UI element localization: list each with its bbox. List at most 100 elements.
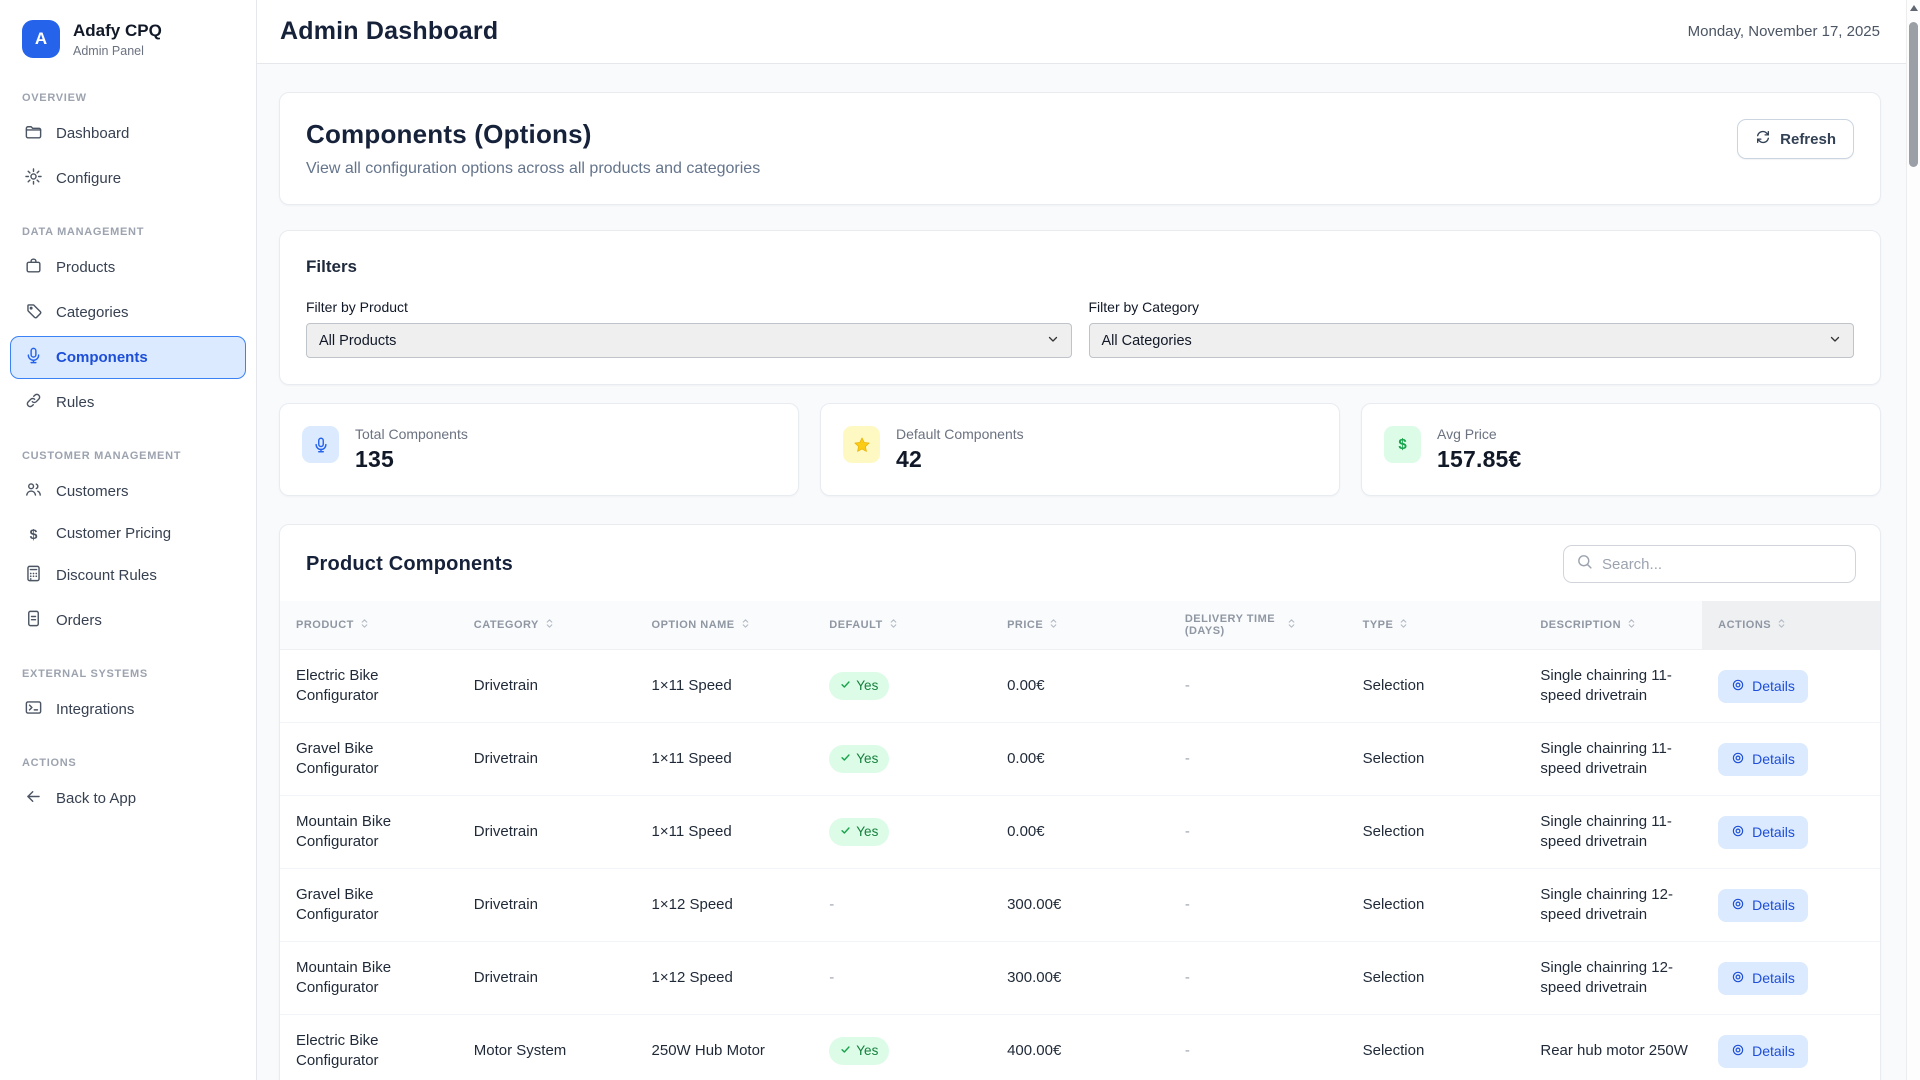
calculator-icon	[24, 564, 43, 587]
cell-default: Yes	[813, 796, 991, 869]
cell-actions: Details	[1702, 869, 1880, 942]
check-icon	[840, 1042, 851, 1060]
cell-default: Yes	[813, 1015, 991, 1080]
sidebar-item-components[interactable]: Components	[10, 336, 246, 379]
sidebar-item-customer-pricing[interactable]: $ Customer Pricing	[10, 515, 246, 552]
details-button[interactable]: Details	[1718, 1035, 1808, 1068]
column-header-price[interactable]: PRICE	[991, 601, 1169, 650]
eye-icon	[1731, 970, 1745, 987]
sidebar-item-label: Customers	[56, 483, 129, 500]
table-title: Product Components	[306, 553, 513, 576]
sidebar-item-categories[interactable]: Categories	[10, 291, 246, 334]
cell-price: 400.00€	[991, 1015, 1169, 1080]
refresh-button[interactable]: Refresh	[1737, 119, 1854, 159]
scrollbar-thumb[interactable]	[1909, 22, 1918, 167]
sidebar-item-label: Integrations	[56, 701, 134, 718]
tag-icon	[24, 301, 43, 324]
section-label-data-management: DATA MANAGEMENT	[0, 226, 256, 238]
cell-product: Gravel Bike Configurator	[280, 869, 458, 942]
cell-description: Single chainring 12-speed drivetrain	[1524, 869, 1702, 942]
sidebar-item-integrations[interactable]: Integrations	[10, 688, 246, 731]
table-header-row: PRODUCT CATEGORY OPTION NAME DEFAULT PRI…	[280, 601, 1880, 650]
sidebar-item-dashboard[interactable]: Dashboard	[10, 112, 246, 155]
category-filter-select[interactable]: All Categories	[1089, 323, 1855, 358]
stat-total-components: Total Components 135	[279, 403, 799, 496]
app-logo: A	[22, 20, 60, 58]
search-input[interactable]	[1602, 556, 1843, 573]
check-icon	[840, 823, 851, 841]
cell-actions: Details	[1702, 1015, 1880, 1080]
product-filter-select[interactable]: All Products	[306, 323, 1072, 358]
sidebar-item-discount-rules[interactable]: Discount Rules	[10, 554, 246, 597]
star-icon	[843, 426, 880, 463]
details-button[interactable]: Details	[1718, 816, 1808, 849]
cell-type: Selection	[1347, 723, 1525, 796]
cell-price: 0.00€	[991, 650, 1169, 723]
details-button[interactable]: Details	[1718, 670, 1808, 703]
cell-category: Motor System	[458, 1015, 636, 1080]
refresh-label: Refresh	[1780, 131, 1836, 148]
column-header-type[interactable]: TYPE	[1347, 601, 1525, 650]
cell-delivery: -	[1169, 723, 1347, 796]
table-row: Electric Bike Configurator Motor System …	[280, 1015, 1880, 1080]
page-header-title: Admin Dashboard	[280, 17, 498, 46]
sidebar-item-configure[interactable]: Configure	[10, 157, 246, 200]
table-row: Mountain Bike Configurator Drivetrain 1×…	[280, 942, 1880, 1015]
cell-default: Yes	[813, 650, 991, 723]
document-icon	[24, 609, 43, 632]
cell-default: Yes	[813, 723, 991, 796]
cell-option-name: 1×12 Speed	[636, 869, 814, 942]
column-header-default[interactable]: DEFAULT	[813, 601, 991, 650]
sort-icon	[359, 618, 370, 632]
sidebar-item-rules[interactable]: Rules	[10, 381, 246, 424]
scrollbar-up-arrow-icon[interactable]	[1910, 5, 1918, 11]
eye-icon	[1731, 1043, 1745, 1060]
app-root: A Adafy CPQ Admin Panel OVERVIEW Dashboa…	[0, 0, 1920, 1080]
sidebar-item-products[interactable]: Products	[10, 246, 246, 289]
column-header-description[interactable]: DESCRIPTION	[1524, 601, 1702, 650]
microphone-icon	[24, 346, 43, 369]
eye-icon	[1731, 678, 1745, 695]
sidebar-item-label: Components	[56, 349, 148, 366]
topbar: Admin Dashboard Monday, November 17, 202…	[257, 0, 1920, 64]
cell-option-name: 250W Hub Motor	[636, 1015, 814, 1080]
cell-product: Mountain Bike Configurator	[280, 942, 458, 1015]
details-button[interactable]: Details	[1718, 889, 1808, 922]
cell-product: Electric Bike Configurator	[280, 650, 458, 723]
sidebar-item-label: Customer Pricing	[56, 525, 171, 542]
column-header-actions[interactable]: ACTIONS	[1702, 601, 1880, 650]
check-icon	[840, 750, 851, 768]
column-header-delivery-time[interactable]: DELIVERY TIME (DAYS)	[1169, 601, 1347, 650]
cell-delivery: -	[1169, 650, 1347, 723]
cell-category: Drivetrain	[458, 650, 636, 723]
sidebar-item-customers[interactable]: Customers	[10, 470, 246, 513]
column-header-category[interactable]: CATEGORY	[458, 601, 636, 650]
chevron-down-icon	[1047, 333, 1059, 349]
cell-price: 0.00€	[991, 723, 1169, 796]
column-header-product[interactable]: PRODUCT	[280, 601, 458, 650]
sort-icon	[1048, 618, 1059, 632]
components-options-card: Components (Options) View all configurat…	[279, 92, 1881, 205]
cell-default: -	[813, 942, 991, 1015]
sidebar-item-orders[interactable]: Orders	[10, 599, 246, 642]
column-header-option-name[interactable]: OPTION NAME	[636, 601, 814, 650]
cell-actions: Details	[1702, 723, 1880, 796]
refresh-icon	[1755, 129, 1771, 149]
sidebar-item-back-to-app[interactable]: Back to App	[10, 777, 246, 820]
sidebar-item-label: Products	[56, 259, 115, 276]
microphone-icon	[302, 426, 339, 463]
vertical-scrollbar[interactable]	[1906, 0, 1920, 1080]
table-row: Gravel Bike Configurator Drivetrain 1×11…	[280, 723, 1880, 796]
details-button[interactable]: Details	[1718, 743, 1808, 776]
cell-price: 300.00€	[991, 869, 1169, 942]
link-icon	[24, 391, 43, 414]
details-button[interactable]: Details	[1718, 962, 1808, 995]
cell-delivery: -	[1169, 942, 1347, 1015]
eye-icon	[1731, 824, 1745, 841]
section-label-overview: OVERVIEW	[0, 92, 256, 104]
sidebar-item-label: Orders	[56, 612, 102, 629]
stat-label: Default Components	[896, 426, 1024, 442]
cell-price: 0.00€	[991, 796, 1169, 869]
cell-description: Single chainring 11-speed drivetrain	[1524, 650, 1702, 723]
cell-category: Drivetrain	[458, 796, 636, 869]
